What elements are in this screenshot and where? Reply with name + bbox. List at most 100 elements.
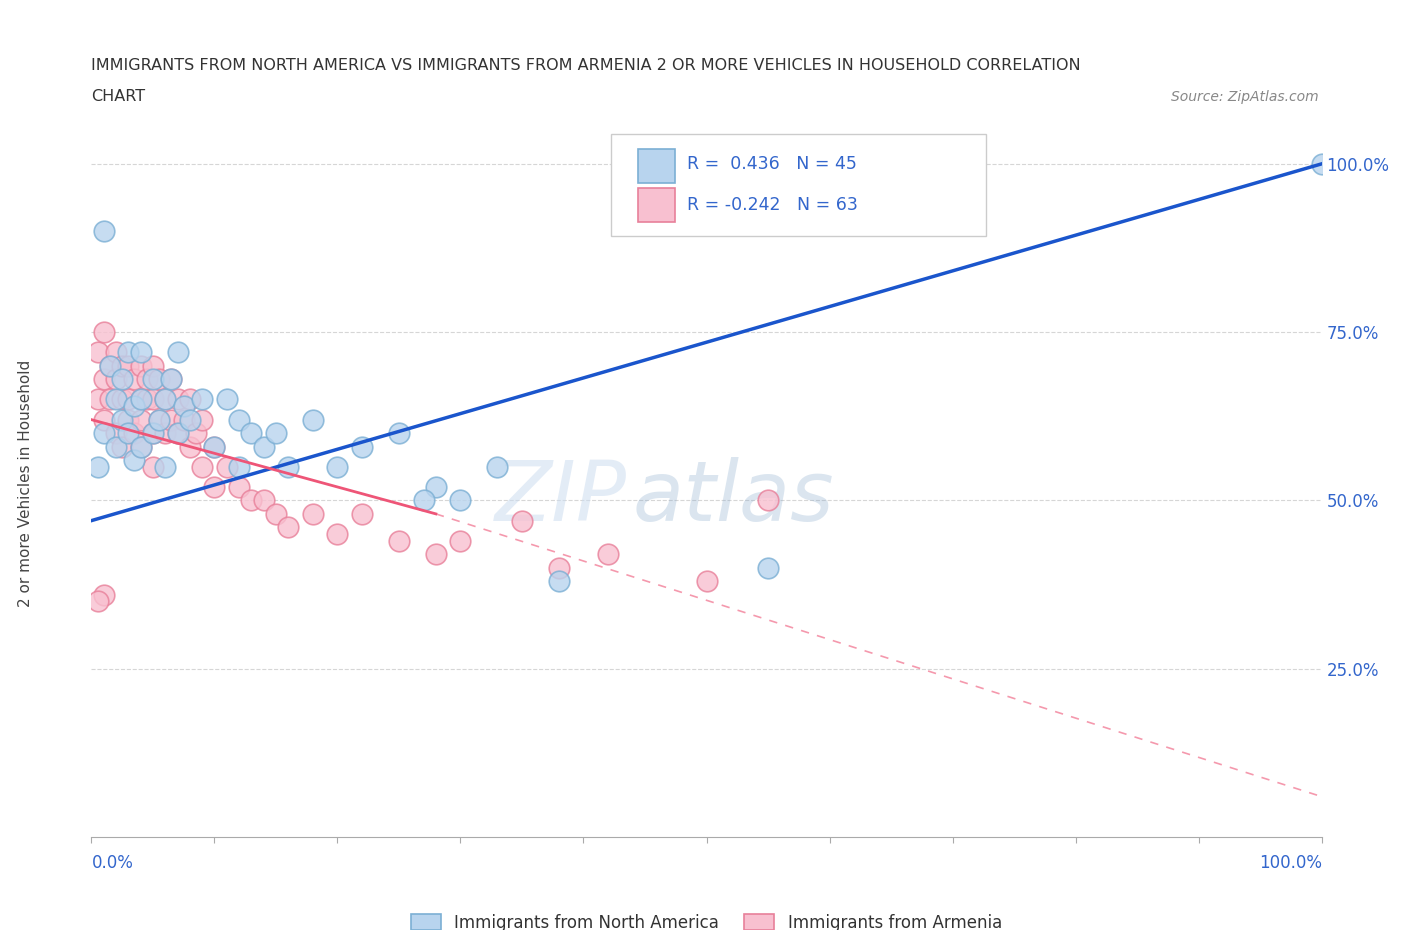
Point — [117, 358, 139, 373]
Point — [93, 224, 115, 239]
Point — [86, 392, 108, 407]
Point — [228, 459, 250, 474]
Point — [301, 507, 323, 522]
Text: CHART: CHART — [91, 89, 145, 104]
Point — [264, 426, 287, 441]
Point — [111, 392, 134, 407]
Point — [142, 426, 165, 441]
Point — [240, 493, 263, 508]
Point — [142, 459, 165, 474]
Point — [326, 526, 349, 541]
Point — [412, 493, 434, 508]
Point — [179, 392, 201, 407]
Point — [93, 426, 115, 441]
Point — [449, 493, 471, 508]
Point — [166, 426, 188, 441]
Point — [105, 345, 127, 360]
Text: atlas: atlas — [633, 458, 834, 538]
Point — [148, 372, 170, 387]
Point — [93, 587, 115, 602]
Point — [184, 426, 207, 441]
Point — [425, 547, 447, 562]
Point — [124, 453, 146, 468]
Point — [117, 345, 139, 360]
Point — [425, 480, 447, 495]
Point — [129, 358, 152, 373]
Point — [135, 392, 157, 407]
Point — [129, 412, 152, 427]
Text: 0.0%: 0.0% — [91, 854, 134, 871]
Point — [756, 560, 779, 575]
Point — [352, 439, 374, 454]
Point — [202, 439, 225, 454]
Point — [153, 392, 177, 407]
Point — [301, 412, 323, 427]
Point — [191, 412, 214, 427]
Point — [124, 372, 146, 387]
Point — [326, 459, 349, 474]
Point — [547, 560, 569, 575]
Point — [142, 392, 165, 407]
Point — [142, 372, 165, 387]
Point — [253, 493, 276, 508]
Point — [173, 412, 195, 427]
Point — [596, 547, 619, 562]
Point — [166, 392, 188, 407]
Text: ZIP: ZIP — [495, 458, 627, 538]
Point — [86, 594, 108, 609]
Point — [160, 372, 183, 387]
Point — [148, 412, 170, 427]
Point — [86, 459, 108, 474]
Point — [129, 345, 152, 360]
Point — [153, 459, 177, 474]
Point — [449, 534, 471, 549]
Point — [124, 426, 146, 441]
Point — [202, 480, 225, 495]
Point — [352, 507, 374, 522]
Point — [142, 358, 165, 373]
Point — [1310, 156, 1333, 171]
Point — [166, 426, 188, 441]
Point — [166, 345, 188, 360]
Point — [105, 392, 127, 407]
Point — [129, 439, 152, 454]
Point — [695, 574, 717, 589]
Point — [135, 372, 157, 387]
FancyBboxPatch shape — [610, 134, 986, 236]
Point — [111, 439, 134, 454]
Point — [153, 426, 177, 441]
Point — [148, 412, 170, 427]
Point — [228, 412, 250, 427]
Point — [129, 439, 152, 454]
Point — [277, 459, 299, 474]
Point — [191, 392, 214, 407]
Point — [160, 412, 183, 427]
Bar — [637, 150, 675, 183]
Point — [98, 358, 121, 373]
Text: 2 or more Vehicles in Household: 2 or more Vehicles in Household — [18, 360, 32, 607]
Point — [98, 392, 121, 407]
Point — [98, 358, 121, 373]
Point — [179, 439, 201, 454]
Point — [129, 392, 152, 407]
Point — [191, 459, 214, 474]
Point — [240, 426, 263, 441]
Point — [264, 507, 287, 522]
Point — [277, 520, 299, 535]
Text: R = -0.242   N = 63: R = -0.242 N = 63 — [686, 196, 858, 214]
Point — [228, 480, 250, 495]
Text: R =  0.436   N = 45: R = 0.436 N = 45 — [686, 155, 856, 173]
Point — [111, 412, 134, 427]
Text: Source: ZipAtlas.com: Source: ZipAtlas.com — [1171, 90, 1319, 104]
Point — [253, 439, 276, 454]
Text: IMMIGRANTS FROM NORTH AMERICA VS IMMIGRANTS FROM ARMENIA 2 OR MORE VEHICLES IN H: IMMIGRANTS FROM NORTH AMERICA VS IMMIGRA… — [91, 58, 1081, 73]
Point — [93, 372, 115, 387]
Point — [105, 372, 127, 387]
Point — [117, 392, 139, 407]
Point — [105, 426, 127, 441]
Point — [388, 426, 411, 441]
Point — [215, 459, 238, 474]
Point — [179, 412, 201, 427]
Point — [111, 358, 134, 373]
Point — [111, 372, 134, 387]
